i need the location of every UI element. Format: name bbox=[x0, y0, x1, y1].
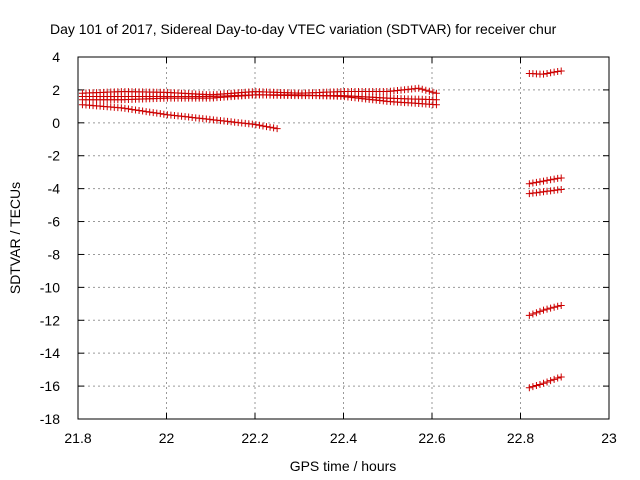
data-point bbox=[425, 87, 433, 95]
data-point bbox=[540, 306, 548, 314]
data-point bbox=[266, 123, 274, 131]
axis-ticks: 21.8 22 22.2 22.4 22.6 22.8 23 -18 -16 -14 -12 -10 -… bbox=[40, 49, 617, 446]
y-axis-label: SDTVAR / TECUs bbox=[7, 182, 23, 294]
data-point bbox=[525, 180, 533, 188]
y-tick-label: -6 bbox=[48, 214, 61, 230]
chart-title: Day 101 of 2017, Sidereal Day-to-day VTE… bbox=[50, 21, 557, 37]
data-point bbox=[429, 88, 437, 96]
data-point bbox=[547, 69, 555, 77]
data-marks bbox=[78, 67, 565, 392]
data-point bbox=[135, 107, 143, 115]
data-point bbox=[557, 301, 565, 309]
data-point bbox=[252, 121, 260, 129]
y-tick-label: -8 bbox=[48, 246, 61, 262]
data-point bbox=[554, 302, 562, 310]
data-point bbox=[142, 108, 150, 116]
data-point bbox=[550, 175, 558, 183]
y-tick-label: 2 bbox=[52, 82, 60, 98]
y-tick-label: 4 bbox=[52, 49, 60, 65]
series-sat-d bbox=[78, 91, 440, 109]
y-tick-label: 0 bbox=[52, 115, 60, 131]
grid bbox=[78, 57, 609, 419]
data-point bbox=[554, 374, 562, 382]
data-point bbox=[529, 310, 537, 318]
data-point bbox=[529, 383, 537, 391]
data-point bbox=[121, 104, 129, 112]
x-tick-label: 21.8 bbox=[64, 430, 91, 446]
y-tick-label: -12 bbox=[40, 312, 60, 328]
y-tick-label: -18 bbox=[40, 411, 60, 427]
data-point bbox=[124, 105, 132, 113]
data-point bbox=[557, 67, 565, 75]
data-point bbox=[432, 101, 440, 109]
data-point bbox=[540, 177, 548, 185]
data-point bbox=[547, 377, 555, 385]
data-point bbox=[543, 176, 551, 184]
data-point bbox=[270, 124, 278, 132]
data-point bbox=[263, 123, 271, 131]
data-point bbox=[529, 179, 537, 187]
y-tick-label: -10 bbox=[40, 279, 60, 295]
data-point bbox=[415, 84, 423, 92]
data-point bbox=[543, 305, 551, 313]
series-sat-f bbox=[525, 174, 565, 188]
data-point bbox=[536, 380, 544, 388]
data-point bbox=[259, 122, 267, 130]
data-point bbox=[547, 304, 555, 312]
data-point bbox=[273, 125, 281, 133]
data-point bbox=[153, 109, 161, 117]
data-point bbox=[255, 121, 263, 129]
data-point bbox=[132, 106, 140, 114]
series-sat-i bbox=[525, 373, 565, 392]
data-point bbox=[547, 176, 555, 184]
x-tick-label: 22.4 bbox=[330, 430, 357, 446]
data-point bbox=[557, 373, 565, 381]
x-tick-label: 22.6 bbox=[418, 430, 445, 446]
data-point bbox=[536, 178, 544, 186]
data-point bbox=[543, 69, 551, 77]
data-point bbox=[540, 379, 548, 387]
data-point bbox=[432, 89, 440, 97]
data-point bbox=[525, 384, 533, 392]
data-point bbox=[543, 378, 551, 386]
data-point bbox=[550, 303, 558, 311]
data-point bbox=[156, 110, 164, 118]
y-tick-label: -2 bbox=[48, 148, 61, 164]
data-point bbox=[422, 86, 430, 94]
data-point bbox=[550, 375, 558, 383]
data-point bbox=[536, 307, 544, 315]
data-point bbox=[139, 107, 147, 115]
data-point bbox=[532, 309, 540, 317]
x-tick-label: 22 bbox=[159, 430, 175, 446]
data-point bbox=[418, 85, 426, 93]
plot-frame bbox=[77, 56, 610, 420]
x-tick-label: 22.2 bbox=[241, 430, 268, 446]
series-sat-h bbox=[525, 301, 565, 319]
data-point bbox=[550, 68, 558, 76]
data-point bbox=[540, 70, 548, 78]
x-tick-label: 22.8 bbox=[507, 430, 534, 446]
data-point bbox=[557, 185, 565, 193]
data-point bbox=[146, 108, 154, 116]
y-tick-label: -4 bbox=[48, 181, 61, 197]
y-tick-label: -16 bbox=[40, 378, 60, 394]
data-point bbox=[149, 109, 157, 117]
series-sat-g bbox=[525, 185, 565, 198]
x-tick-label: 23 bbox=[601, 430, 617, 446]
series-sat-e bbox=[525, 67, 565, 78]
data-point bbox=[525, 311, 533, 319]
x-axis-label: GPS time / hours bbox=[290, 458, 397, 474]
data-point bbox=[557, 174, 565, 182]
data-point bbox=[532, 178, 540, 186]
data-point bbox=[532, 382, 540, 390]
series-sat-a bbox=[78, 101, 281, 133]
data-point bbox=[128, 105, 136, 113]
y-tick-label: -14 bbox=[40, 345, 60, 361]
